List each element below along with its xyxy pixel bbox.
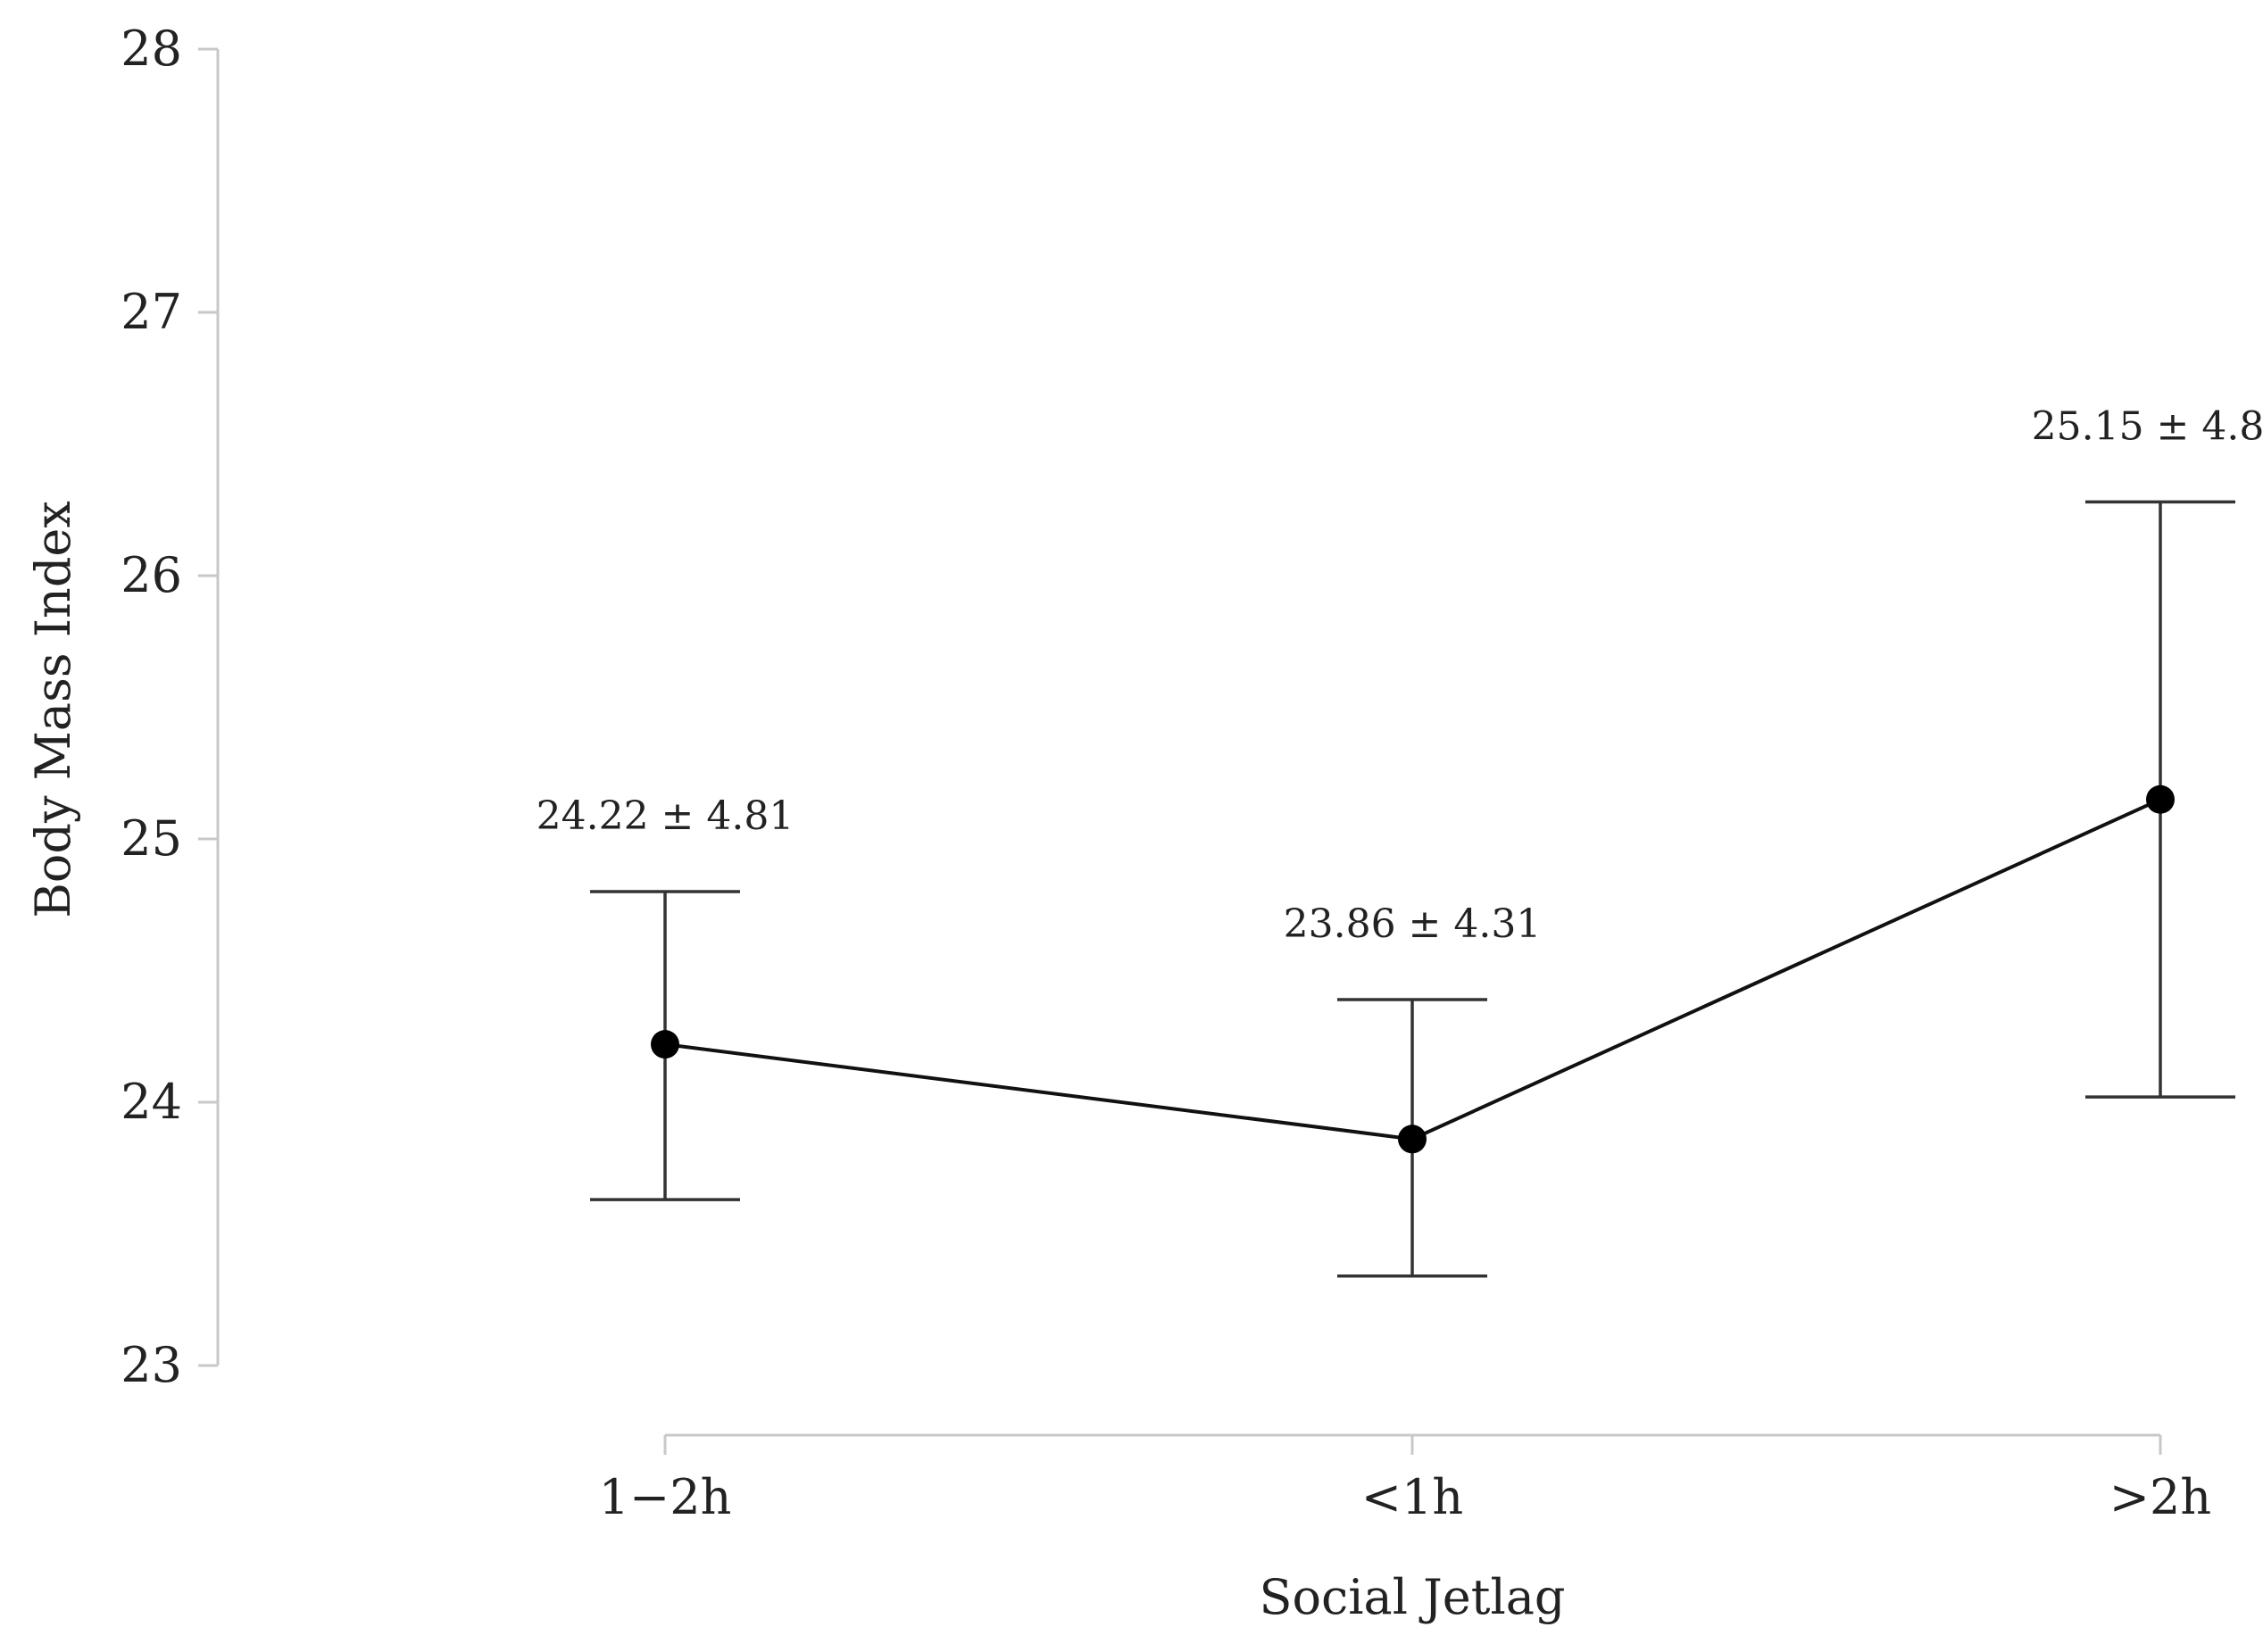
y-tick-label: 23 xyxy=(121,1337,182,1393)
y-axis-title: Body Mass Index xyxy=(25,501,81,918)
y-tick-label: 28 xyxy=(121,21,182,77)
y-tick-label: 24 xyxy=(121,1074,182,1130)
y-axis: 23 24 25 26 27 28 xyxy=(121,21,220,1393)
y-tick-label: 27 xyxy=(121,284,182,340)
plot-area: 24.22 ± 4.81 23.86 ± 4.31 25.15 ± 4.83 xyxy=(537,403,2263,1278)
x-axis-title: Social Jetlag xyxy=(1260,1569,1566,1625)
x-tick-label: <1h xyxy=(1361,1469,1463,1525)
data-label: 24.22 ± 4.81 xyxy=(537,793,795,839)
y-tick-label: 25 xyxy=(121,810,182,867)
data-label: 23.86 ± 4.31 xyxy=(1284,901,1542,947)
x-axis: 1−2h <1h >2h xyxy=(599,1433,2211,1525)
data-point xyxy=(1398,1125,1427,1154)
x-tick-label: >2h xyxy=(2109,1469,2211,1525)
x-tick-label: 1−2h xyxy=(599,1469,732,1525)
data-point xyxy=(651,1030,679,1059)
data-point xyxy=(2146,784,2175,814)
data-label: 25.15 ± 4.83 xyxy=(2032,403,2263,449)
y-tick-label: 26 xyxy=(121,547,182,603)
